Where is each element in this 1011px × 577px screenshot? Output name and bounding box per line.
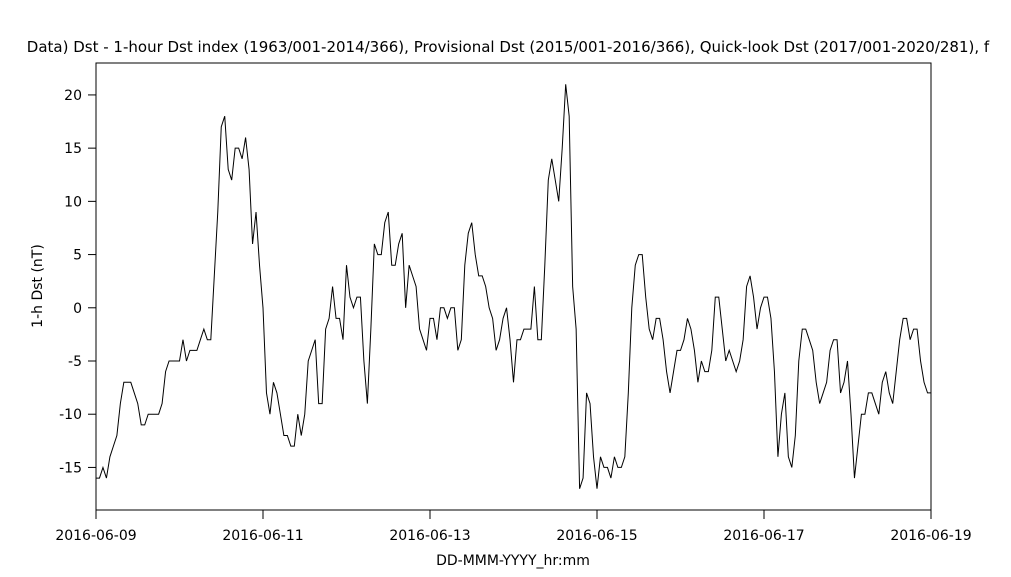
x-tick-label: 2016-06-19 (890, 528, 971, 544)
y-tick-label: 0 (73, 301, 82, 317)
chart-title: Data) Dst - 1-hour Dst index (1963/001-2… (27, 38, 990, 56)
x-tick-label: 2016-06-17 (723, 528, 804, 544)
y-axis-label: 1-h Dst (nT) (30, 244, 46, 328)
x-tick-label: 2016-06-09 (55, 528, 136, 544)
y-tick-label: 20 (64, 88, 82, 104)
x-tick-label: 2016-06-13 (389, 528, 470, 544)
x-tick-label: 2016-06-15 (556, 528, 637, 544)
data-line (96, 84, 931, 489)
y-tick-label: 10 (64, 194, 82, 210)
y-tick-label: 5 (73, 248, 82, 264)
x-tick-label: 2016-06-11 (222, 528, 303, 544)
x-axis-label: DD-MMM-YYYY_hr:mm (436, 553, 590, 569)
plot-frame (95, 62, 932, 511)
y-tick-label: -5 (68, 354, 82, 370)
y-tick-label: -15 (59, 460, 82, 476)
y-tick-label: -10 (59, 407, 82, 423)
y-tick-label: 15 (64, 141, 82, 157)
